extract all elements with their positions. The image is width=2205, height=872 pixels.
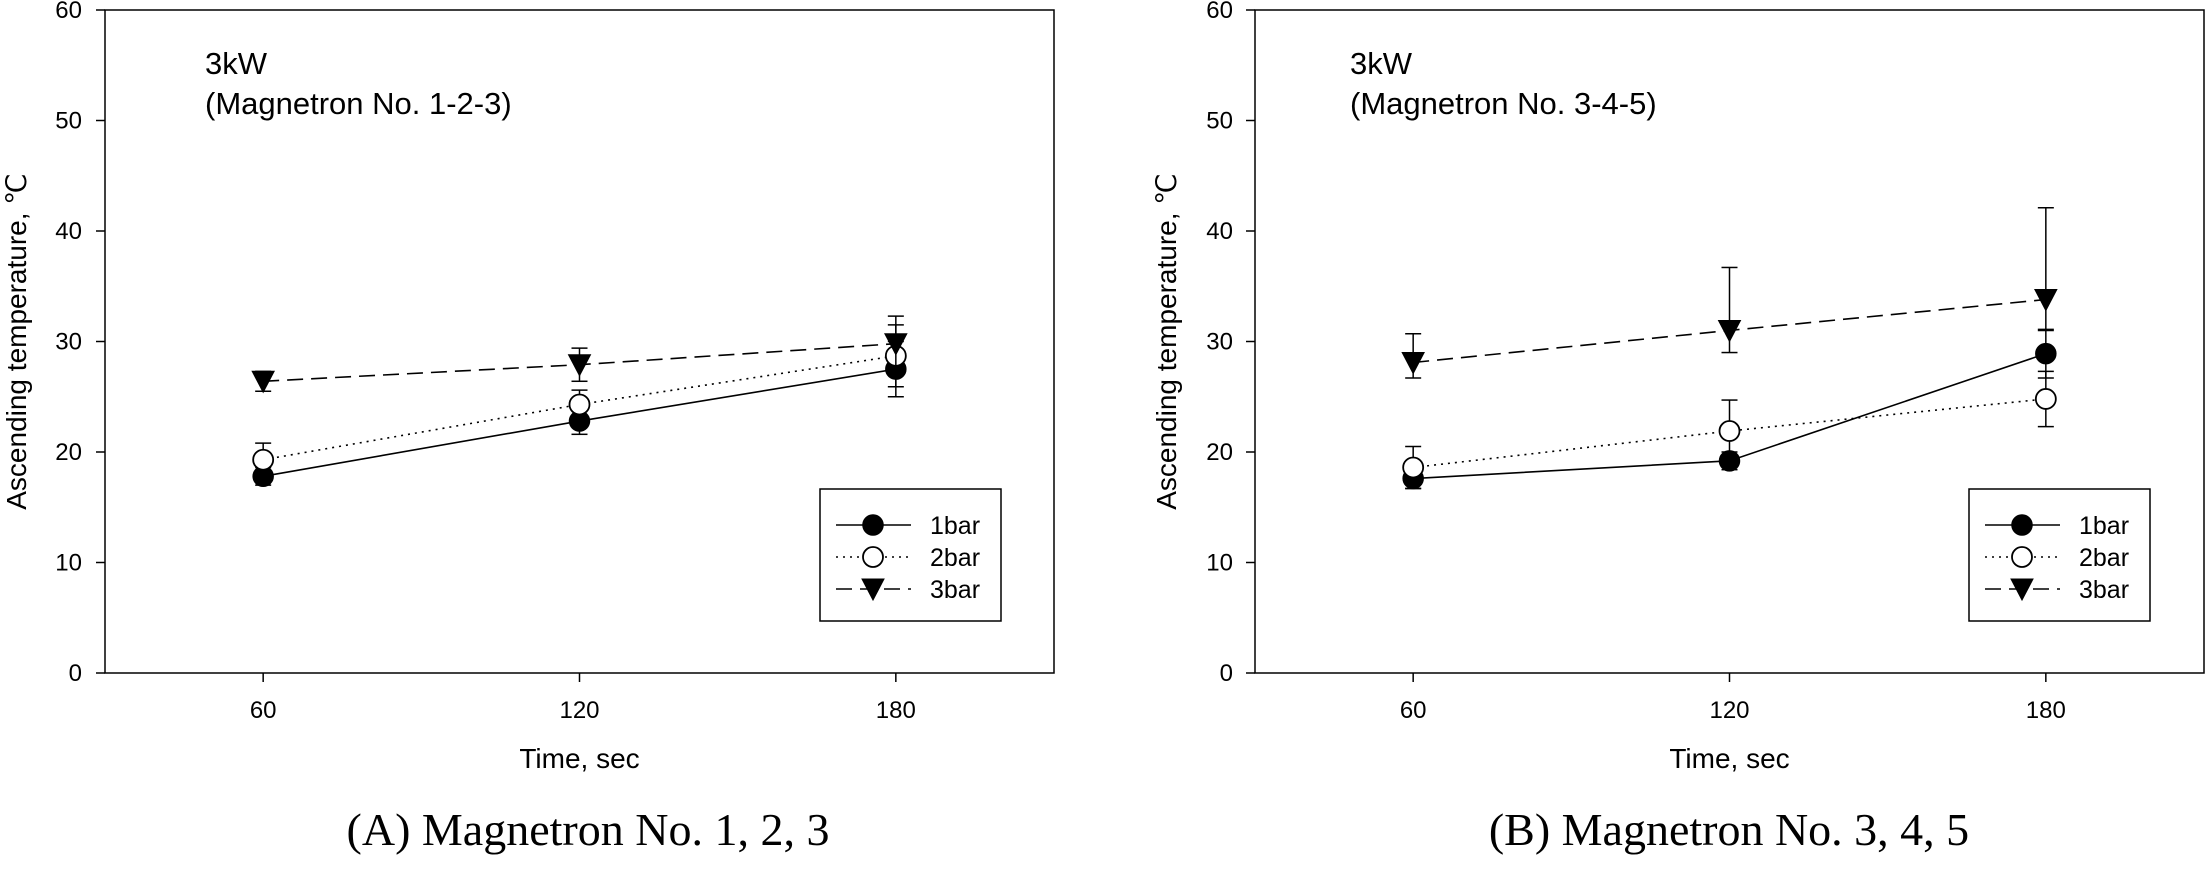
legend-label: 3bar — [2079, 576, 2129, 604]
data-point — [1717, 319, 1742, 343]
data-point — [567, 354, 592, 377]
y-tick-label: 50 — [55, 108, 82, 135]
data-point — [568, 393, 591, 416]
figure-caption: (B) Magnetron No. 3, 4, 5 — [1489, 804, 1969, 855]
x-tick-label: 120 — [559, 697, 599, 724]
legend-marker — [2011, 514, 2033, 536]
y-tick-label: 40 — [55, 218, 82, 245]
y-tick-label: 40 — [1206, 218, 1233, 245]
series-line — [1413, 398, 2046, 469]
x-tick-label: 180 — [876, 697, 916, 724]
y-tick-label: 0 — [1220, 660, 1233, 687]
data-point — [2034, 388, 2057, 410]
legend-label: 1bar — [930, 512, 980, 540]
y-tick-label: 10 — [55, 550, 82, 577]
magnetron-annotation: (Magnetron No. 1-2-3) — [205, 86, 512, 121]
series-2bar — [1402, 370, 2057, 490]
legend-marker — [862, 546, 884, 568]
legend-marker — [861, 578, 885, 602]
magnetron-annotation: (Magnetron No. 3-4-5) — [1350, 86, 1657, 121]
legend-label: 2bar — [930, 544, 980, 572]
legend-label: 1bar — [2079, 512, 2129, 540]
x-tick-label: 60 — [250, 697, 277, 724]
figure-caption: (A) Magnetron No. 1, 2, 3 — [347, 804, 830, 855]
y-tick-label: 30 — [1206, 329, 1233, 356]
data-point — [884, 333, 908, 356]
y-axis-title: Ascending temperature, ℃ — [1, 173, 32, 510]
legend: 1bar 2bar 3bar — [1968, 488, 2151, 622]
x-tick-label: 60 — [1400, 697, 1427, 724]
data-point — [1401, 351, 1425, 375]
y-tick-label: 50 — [1206, 108, 1233, 135]
legend-marker — [2010, 578, 2034, 602]
y-tick-label: 60 — [1206, 0, 1233, 24]
data-point — [2034, 289, 2058, 312]
y-tick-label: 20 — [1206, 439, 1233, 466]
x-axis-title: Time, sec — [519, 743, 639, 774]
x-tick-label: 180 — [2026, 697, 2066, 724]
power-annotation: 3kW — [205, 46, 268, 81]
legend: 1bar 2bar 3bar — [819, 488, 1002, 622]
chart-panel-2: 0 10 20 30 40 50 60 60 120 180 Time, sec Ascending … — [1151, 0, 2205, 855]
y-tick-label: 0 — [69, 660, 82, 687]
x-tick-label: 120 — [1709, 697, 1749, 724]
x-axis-title: Time, sec — [1669, 743, 1789, 774]
y-tick-label: 20 — [55, 439, 82, 466]
data-point — [251, 370, 275, 394]
legend-box — [1968, 488, 2151, 622]
legend-marker — [862, 514, 884, 536]
legend-marker — [2011, 546, 2033, 568]
power-annotation: 3kW — [1350, 46, 1413, 81]
data-point — [252, 448, 275, 471]
y-tick-label: 30 — [55, 329, 82, 356]
y-tick-label: 60 — [55, 0, 82, 24]
series-3bar — [1401, 207, 2058, 379]
legend-box — [819, 488, 1002, 622]
y-tick-label: 10 — [1206, 550, 1233, 577]
legend-label: 3bar — [930, 576, 980, 604]
y-axis-title: Ascending temperature, ℃ — [1151, 173, 1182, 510]
chart-panel-1: 0 10 20 30 40 50 60 60 120 180 Time, sec Ascending … — [1, 0, 1055, 855]
data-point — [1718, 420, 1741, 442]
data-point — [2035, 342, 2057, 365]
legend-label: 2bar — [2079, 544, 2129, 572]
data-point — [1402, 456, 1425, 479]
series-3bar — [251, 315, 908, 394]
